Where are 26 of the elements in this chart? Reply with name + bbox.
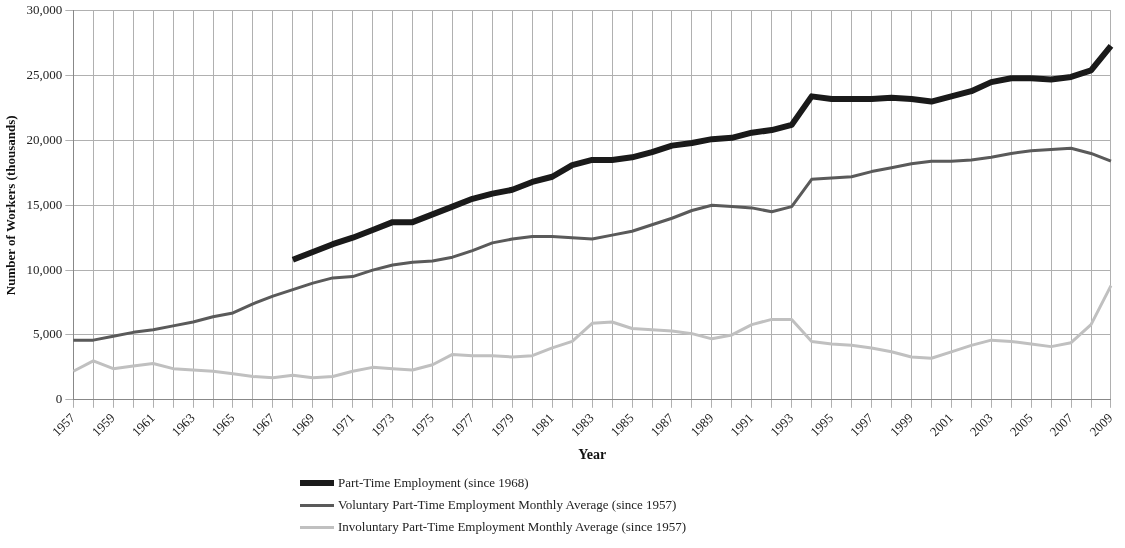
legend-label: Involuntary Part-Time Employment Monthly Average (since 1957) [338, 519, 687, 535]
x-tick-label: 1983 [567, 410, 597, 440]
y-tick-label: 20,000 [26, 131, 63, 147]
x-tick-label: 1989 [687, 410, 717, 440]
y-axis-title: Number of Workers (thousands) [3, 115, 19, 296]
x-tick-label: 1971 [328, 410, 358, 440]
x-tick-label: 1975 [408, 410, 438, 440]
x-tick-label: 1973 [368, 410, 398, 440]
x-tick-label: 1979 [487, 410, 517, 440]
x-tick-label: 1959 [88, 410, 118, 440]
x-tick-label: 1969 [288, 410, 318, 440]
x-tick-label: 1963 [168, 410, 198, 440]
x-tick-label: 1981 [527, 410, 557, 440]
y-tick-label: 10,000 [26, 261, 63, 277]
x-axis-title: Year [578, 447, 607, 463]
y-tick-label: 5,000 [33, 326, 63, 342]
x-tick-label: 1991 [727, 410, 757, 440]
legend-label: Part-Time Employment (since 1968) [338, 475, 529, 491]
legend-label: Voluntary Part-Time Employment Monthly Average (since 1957) [338, 497, 677, 513]
x-tick-label: 1961 [128, 410, 158, 440]
y-tick-label: 0 [55, 391, 63, 407]
x-tick-label: 1999 [886, 410, 916, 440]
y-tick-label: 30,000 [26, 2, 63, 18]
y-tick-label: 15,000 [26, 196, 63, 212]
x-tick-label: 1993 [767, 410, 797, 440]
y-tick-label: 25,000 [26, 67, 63, 83]
